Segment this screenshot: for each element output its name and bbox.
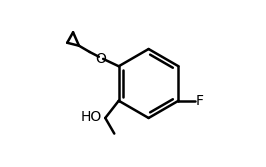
Text: F: F (196, 94, 204, 108)
Text: HO: HO (80, 110, 102, 124)
Text: O: O (95, 52, 106, 66)
